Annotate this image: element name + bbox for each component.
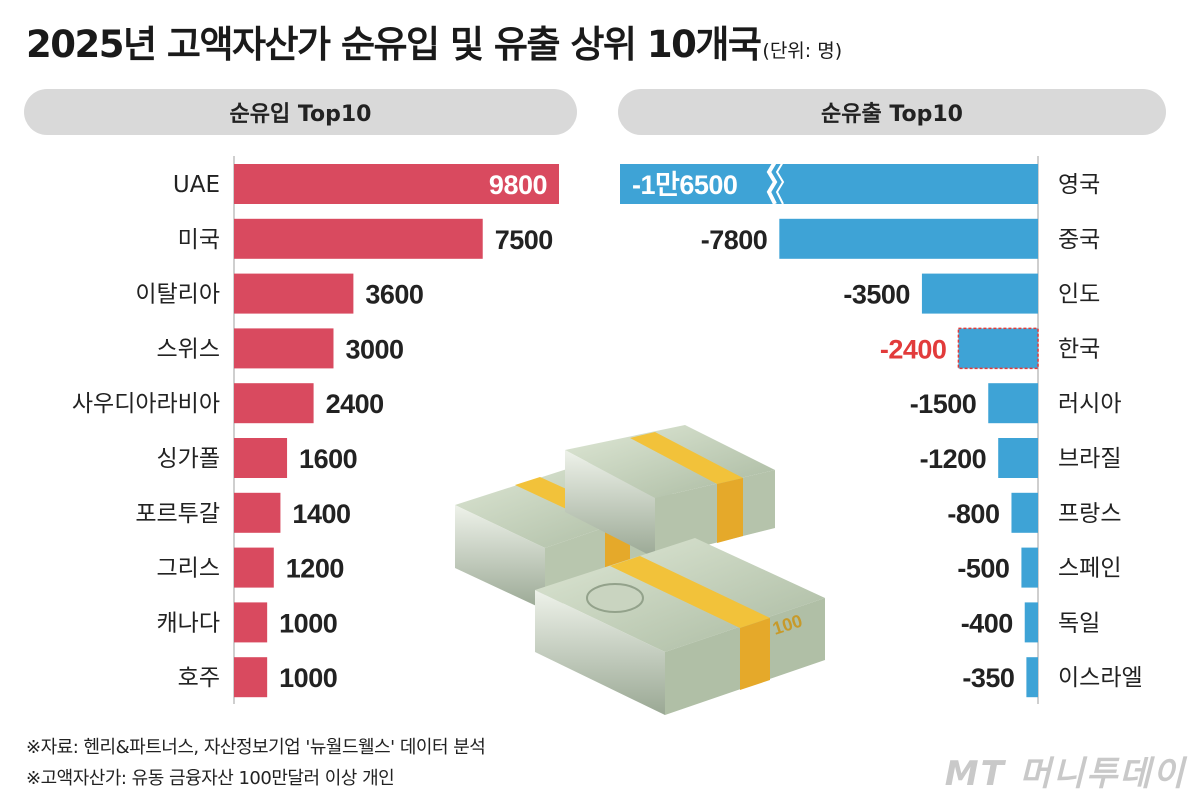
axis-break-marker xyxy=(766,160,778,205)
outflow-value-label: -1500 xyxy=(910,389,977,419)
chart-title: 2025년 고액자산가 순유입 및 유출 상위 10개국 (단위: 명) xyxy=(26,14,842,68)
outflow-category-label: 이스라엘 xyxy=(1058,665,1143,691)
outflow-category-label: 프랑스 xyxy=(1058,501,1121,527)
bundle-front: 100 xyxy=(535,538,825,715)
outflow-bar-1 xyxy=(779,218,1038,259)
inflow-value-label: 1600 xyxy=(299,444,357,474)
inflow-value-label: 1000 xyxy=(279,663,337,693)
outflow-header-label: 순유출 Top10 xyxy=(821,102,963,127)
inflow-value-label: 3600 xyxy=(365,280,423,310)
outflow-bar-8 xyxy=(1024,602,1038,643)
inflow-bar-6 xyxy=(234,492,281,533)
outflow-category-label: 인도 xyxy=(1058,282,1100,308)
outflow-value-label: -350 xyxy=(962,663,1014,693)
inflow-bar-7 xyxy=(234,547,274,588)
inflow-category-label: 캐나다 xyxy=(157,610,220,636)
outflow-bar-7 xyxy=(1021,547,1038,588)
outflow-category-label: 한국 xyxy=(1058,336,1100,362)
outflow-value-label: -3500 xyxy=(843,280,910,310)
inflow-bar-5 xyxy=(234,438,288,478)
outflow-bar-6 xyxy=(1011,492,1038,533)
footnote-source: ※자료: 헨리&파트너스, 자산정보기업 '뉴월드웰스' 데이터 분석 xyxy=(26,737,486,758)
title-unit: (단위: 명) xyxy=(762,40,843,62)
outflow-bar-9 xyxy=(1026,657,1038,698)
outflow-value-label: -7800 xyxy=(701,225,768,255)
outflow-value-label: -500 xyxy=(957,554,1009,584)
inflow-value-label: 2400 xyxy=(326,389,384,419)
inflow-category-label: 이탈리아 xyxy=(135,282,220,308)
inflow-value-label: 1400 xyxy=(292,499,350,529)
inflow-category-label: 싱가폴 xyxy=(157,446,220,472)
inflow-category-label: 그리스 xyxy=(157,556,220,582)
inflow-bar-3 xyxy=(234,328,334,369)
bundle-back-right xyxy=(565,425,775,558)
inflow-value-label: 1200 xyxy=(286,554,344,584)
inflow-category-label: 포르투갈 xyxy=(135,501,220,527)
inflow-category-label: 미국 xyxy=(178,227,220,253)
footnotes: ※자료: 헨리&파트너스, 자산정보기업 '뉴월드웰스' 데이터 분석 ※고액자… xyxy=(26,732,486,794)
outflow-category-label: 영국 xyxy=(1058,172,1100,198)
inflow-bar-2 xyxy=(234,273,354,314)
money-stack-illustration: 100 xyxy=(455,425,825,715)
outflow-bar-2 xyxy=(921,273,1038,314)
inflow-category-label: 호주 xyxy=(178,665,220,691)
inflow-header-label: 순유입 Top10 xyxy=(229,102,372,127)
outflow-header: 순유출 Top10 xyxy=(618,89,1166,135)
inflow-category-label: UAE xyxy=(173,172,220,198)
inflow-value-label: 7500 xyxy=(495,225,553,255)
outflow-category-label: 브라질 xyxy=(1058,446,1121,472)
outflow-value-label: -1200 xyxy=(920,444,987,474)
inflow-bar-9 xyxy=(234,657,268,698)
title-main: 2025년 고액자산가 순유입 및 유출 상위 10개국 xyxy=(26,23,762,66)
outflow-bar-5 xyxy=(998,438,1038,478)
inflow-bar-1 xyxy=(234,218,483,259)
inflow-category-label: 스위스 xyxy=(157,336,220,362)
outflow-value-label: -800 xyxy=(947,499,999,529)
outflow-bar-3 xyxy=(957,327,1039,370)
outflow-value-label: -2400 xyxy=(880,334,947,364)
inflow-value-label: 3000 xyxy=(345,334,403,364)
outflow-bar-0 xyxy=(620,164,1038,204)
inflow-value-label: 1000 xyxy=(279,608,337,638)
outflow-value-label: -1만6500 xyxy=(632,170,737,200)
publisher-logo: MT 머니투데이 xyxy=(944,754,1186,794)
footnote-definition: ※고액자산가: 유동 금융자산 100만달러 이상 개인 xyxy=(26,768,395,789)
outflow-category-label: 독일 xyxy=(1058,610,1100,636)
inflow-header: 순유입 Top10 xyxy=(24,89,577,135)
outflow-category-label: 러시아 xyxy=(1058,391,1121,417)
inflow-category-label: 사우디아라비아 xyxy=(72,391,220,417)
outflow-value-label: -400 xyxy=(961,608,1013,638)
outflow-category-label: 스페인 xyxy=(1058,556,1121,582)
axis-break-marker-inner xyxy=(775,161,785,205)
inflow-bar-4 xyxy=(234,383,314,424)
inflow-bar-8 xyxy=(234,602,268,643)
outflow-category-label: 중국 xyxy=(1058,227,1100,253)
inflow-value-label: 9800 xyxy=(489,170,547,200)
outflow-bar-4 xyxy=(988,383,1038,424)
inflow-bar-0 xyxy=(234,164,559,204)
